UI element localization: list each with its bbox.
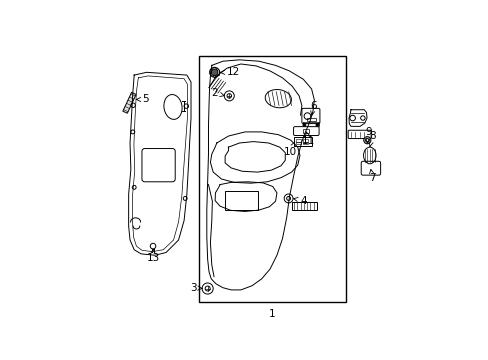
Text: 5: 5 <box>136 94 149 104</box>
Text: 9: 9 <box>365 127 371 143</box>
Circle shape <box>363 136 370 144</box>
Text: 2: 2 <box>211 88 224 98</box>
Polygon shape <box>122 92 136 113</box>
Text: 6: 6 <box>310 101 317 115</box>
Bar <box>294 137 312 146</box>
Circle shape <box>365 139 368 142</box>
Text: 3: 3 <box>190 283 202 293</box>
Text: 4: 4 <box>293 195 306 206</box>
Bar <box>303 139 307 141</box>
Text: 12: 12 <box>220 67 240 77</box>
Circle shape <box>315 123 318 126</box>
Text: 13: 13 <box>146 249 160 263</box>
Bar <box>224 191 258 210</box>
Circle shape <box>209 67 219 77</box>
Bar <box>295 139 300 141</box>
Bar <box>295 142 300 144</box>
Circle shape <box>211 69 218 76</box>
Text: 7: 7 <box>368 170 375 184</box>
Text: 1: 1 <box>268 309 275 319</box>
Text: 10: 10 <box>283 142 296 157</box>
Bar <box>292 202 317 210</box>
Text: 8: 8 <box>368 131 375 147</box>
Text: 11: 11 <box>302 132 315 146</box>
Bar <box>307 118 315 121</box>
Circle shape <box>303 123 305 126</box>
Bar <box>303 142 307 144</box>
Bar <box>302 129 308 133</box>
Bar <box>199 56 346 302</box>
